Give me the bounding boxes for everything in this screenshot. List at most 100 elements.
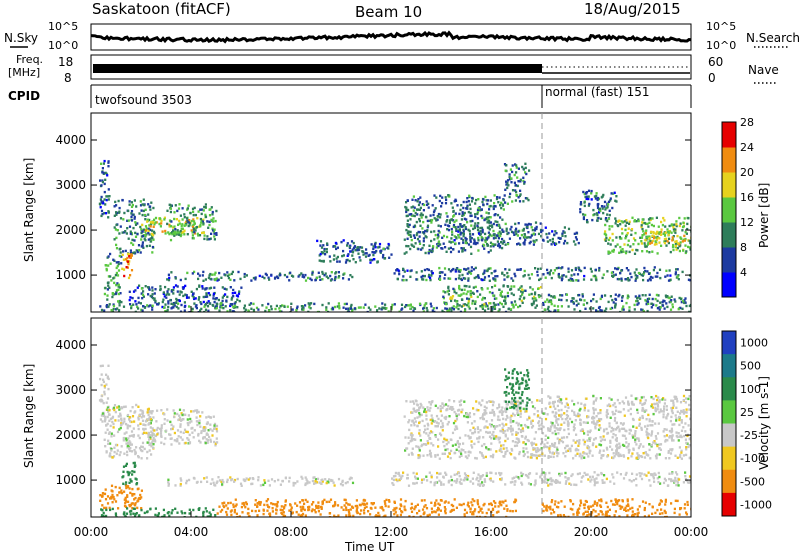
- radar-cell: [594, 274, 597, 278]
- radar-cell: [370, 243, 373, 246]
- radar-cell: [197, 210, 200, 213]
- radar-cell: [363, 506, 366, 510]
- radar-cell: [311, 508, 314, 511]
- radar-cell: [520, 424, 523, 427]
- radar-cell: [649, 278, 652, 282]
- radar-cell: [476, 499, 479, 502]
- radar-cell: [470, 224, 473, 227]
- radar-cell: [209, 438, 212, 441]
- radar-cell: [296, 305, 299, 308]
- radar-cell: [452, 508, 455, 512]
- radar-cell: [483, 303, 486, 306]
- radar-cell: [348, 514, 351, 517]
- radar-cell: [412, 421, 415, 425]
- radar-cell: [490, 234, 493, 237]
- radar-cell: [128, 418, 131, 421]
- radar-cell: [446, 228, 449, 231]
- radar-cell: [325, 481, 328, 485]
- radar-cell: [477, 440, 480, 444]
- radar-cell: [426, 203, 429, 206]
- radar-cell: [126, 427, 129, 430]
- radar-cell: [430, 230, 433, 234]
- radar-cell: [426, 440, 429, 443]
- radar-cell: [362, 306, 365, 309]
- radar-cell: [185, 479, 188, 483]
- radar-cell: [522, 227, 525, 231]
- radar-cell: [633, 252, 637, 255]
- radar-cell: [146, 441, 149, 444]
- radar-cell: [334, 277, 337, 281]
- radar-cell: [496, 213, 500, 217]
- radar-cell: [175, 305, 178, 309]
- radar-cell: [100, 162, 103, 165]
- radar-cell: [433, 238, 436, 241]
- radar-cell: [648, 235, 651, 238]
- radar-cell: [151, 410, 154, 413]
- radar-cell: [191, 307, 194, 311]
- radar-cell: [194, 213, 197, 217]
- radar-cell: [478, 232, 481, 235]
- radar-cell: [656, 235, 659, 239]
- radar-cell: [631, 248, 634, 252]
- radar-cell: [163, 442, 166, 446]
- radar-cell: [173, 439, 176, 442]
- radar-cell: [419, 224, 422, 227]
- radar-cell: [467, 200, 470, 203]
- radar-cell: [298, 501, 302, 504]
- radar-cell: [194, 229, 197, 232]
- radar-cell: [340, 506, 343, 509]
- radar-cell: [221, 508, 224, 512]
- radar-cell: [198, 422, 201, 425]
- radar-cell: [465, 285, 468, 288]
- radar-cell: [180, 224, 183, 228]
- radar-cell: [418, 302, 422, 305]
- radar-cell: [490, 503, 493, 507]
- radar-cell: [434, 434, 437, 437]
- radar-cell: [607, 217, 611, 220]
- radar-cell: [522, 168, 525, 171]
- radar-cell: [416, 213, 419, 216]
- radar-cell: [459, 478, 462, 481]
- radar-cell: [505, 504, 508, 507]
- radar-cell: [110, 447, 113, 451]
- radar-cell: [429, 418, 432, 422]
- radar-cell: [248, 477, 252, 480]
- radar-cell: [663, 240, 666, 243]
- radar-cell: [645, 250, 649, 253]
- radar-cell: [176, 285, 179, 288]
- radar-cell: [484, 195, 487, 199]
- radar-cell: [266, 498, 270, 501]
- radar-cell: [243, 504, 246, 507]
- radar-cell: [456, 204, 459, 207]
- radar-cell: [502, 305, 505, 308]
- radar-cell: [113, 404, 117, 407]
- radar-cell: [455, 300, 458, 303]
- radar-cell: [330, 308, 333, 311]
- radar-cell: [280, 505, 283, 508]
- radar-cell: [318, 481, 321, 484]
- radar-cell: [100, 195, 103, 199]
- radar-cell: [413, 307, 417, 310]
- radar-cell: [434, 425, 437, 428]
- radar-cell: [476, 241, 479, 245]
- radar-cell: [669, 274, 672, 277]
- radar-cell: [200, 212, 203, 216]
- radar-cell: [587, 189, 591, 192]
- radar-cell: [167, 481, 170, 484]
- radar-cell: [517, 230, 520, 233]
- radar-cell: [450, 218, 453, 221]
- radar-cell: [141, 241, 144, 244]
- radar-cell: [480, 226, 484, 230]
- radar-cell: [171, 231, 174, 234]
- radar-cell: [551, 237, 554, 241]
- radar-cell: [101, 400, 104, 403]
- radar-cell: [121, 199, 124, 202]
- radar-cell: [131, 494, 134, 497]
- radar-cell: [105, 506, 108, 510]
- radar-cell: [435, 421, 438, 424]
- radar-cell: [185, 294, 188, 297]
- radar-cell: [545, 232, 548, 236]
- radar-cell: [444, 438, 447, 442]
- radar-cell: [473, 428, 477, 431]
- radar-cell: [530, 422, 533, 425]
